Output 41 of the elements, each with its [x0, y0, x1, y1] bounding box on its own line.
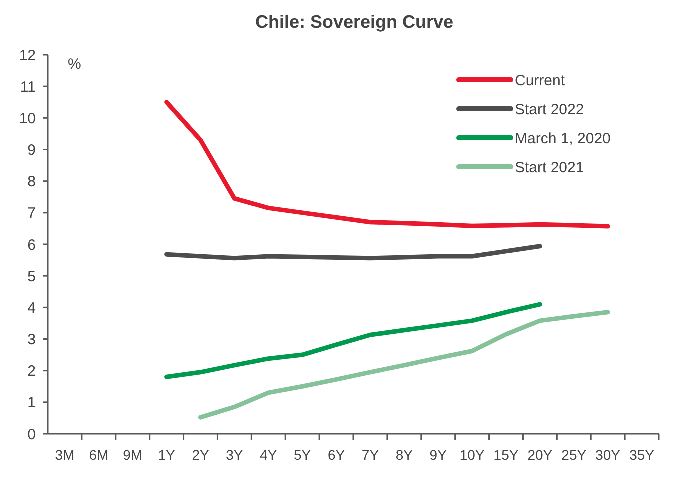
x-tick-label: 8Y — [396, 447, 414, 463]
legend-label: Start 2022 — [515, 101, 584, 118]
line-series — [164, 244, 542, 261]
y-tick-label: 4 — [28, 300, 36, 317]
x-tick-label: 30Y — [596, 447, 622, 463]
legend-label: Current — [515, 72, 566, 90]
line-series — [198, 310, 610, 420]
x-tick-label: 10Y — [460, 447, 486, 463]
x-tick-label: 5Y — [294, 447, 312, 463]
y-tick-label: 1 — [28, 394, 36, 412]
y-tick-label: 0 — [28, 426, 36, 444]
y-tick-label: 7 — [28, 205, 36, 222]
y-tick-label: 6 — [28, 236, 36, 254]
y-axis-title: % — [68, 56, 82, 73]
line-series — [164, 302, 542, 380]
x-tick-label: 3M — [55, 447, 75, 463]
x-tick-label: 9M — [123, 447, 143, 463]
x-tick-label: 9Y — [430, 447, 448, 463]
y-tick-label: 5 — [28, 268, 36, 286]
line-series — [164, 100, 610, 229]
x-tick-label: 4Y — [260, 447, 278, 463]
y-tick-label: 12 — [19, 47, 36, 64]
x-tick-label: 3Y — [226, 447, 244, 463]
chart-title: Chile: Sovereign Curve — [255, 12, 454, 32]
y-tick-label: 2 — [28, 363, 36, 380]
x-tick-label: 1Y — [158, 447, 176, 463]
y-tick-label: 8 — [28, 174, 36, 191]
x-tick-label: 25Y — [562, 447, 588, 463]
x-tick-label: 6Y — [328, 447, 346, 463]
x-tick-label: 7Y — [362, 447, 380, 463]
x-tick-label: 15Y — [494, 447, 520, 463]
x-tick-label: 2Y — [192, 447, 210, 463]
legend-label: March 1, 2020 — [515, 130, 611, 148]
x-tick-label: 6M — [89, 447, 109, 463]
y-tick-label: 3 — [28, 332, 36, 348]
y-tick-label: 10 — [19, 110, 36, 128]
x-tick-label: 20Y — [528, 447, 554, 463]
x-tick-label: 35Y — [630, 447, 656, 463]
y-tick-label: 11 — [20, 78, 36, 96]
y-tick-label: 9 — [28, 142, 36, 159]
legend-label: Start 2021 — [515, 159, 584, 176]
